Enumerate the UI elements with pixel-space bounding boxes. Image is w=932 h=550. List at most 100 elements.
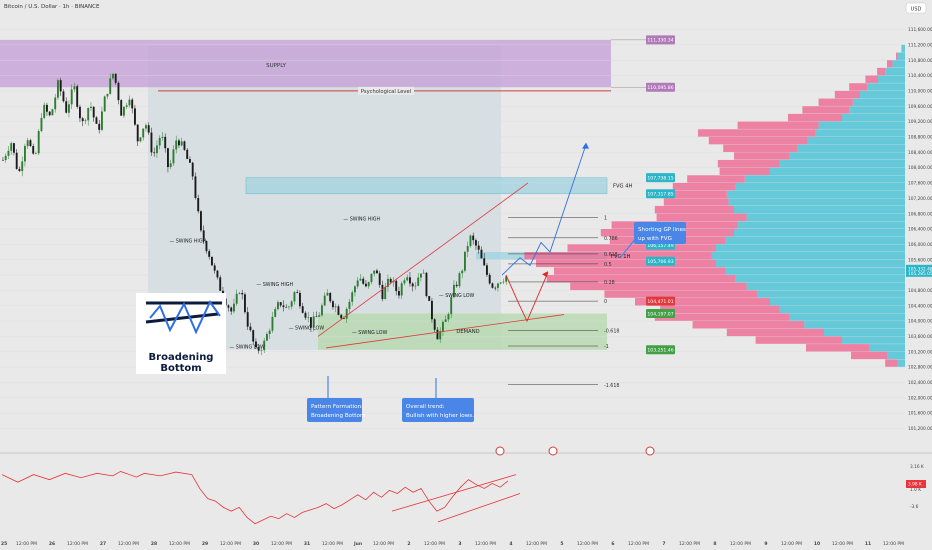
price-tick-label: 107,600.00 [908,181,932,187]
candle-body [362,278,365,284]
callout-pattern: Pattern Formation: Broadening Bottom [307,376,365,422]
candle-body [486,265,488,275]
candle-body [318,315,321,317]
candle-body [205,241,208,252]
candle-body [337,306,340,315]
price-tag [646,296,675,306]
us-flag-icon[interactable] [548,446,558,456]
price-tag [646,173,675,183]
candle-body [15,152,18,169]
candle-body [351,292,354,302]
price-tick-label: 109,200.00 [908,119,932,125]
candle-body [499,282,502,284]
swing-label: — SWING HIGH [343,217,380,223]
candle-body [68,104,70,113]
candle-body [378,273,381,285]
candle-body [505,276,508,282]
candle-body [494,287,497,289]
candle-body [70,89,73,105]
fvg-4h-zone [245,177,608,195]
candle-body [469,235,472,247]
candle-body [65,101,68,113]
us-flag-icon[interactable] [645,446,655,456]
candle-body [4,155,7,161]
supply-zone [0,39,611,88]
volume-profile-bar [770,167,905,175]
support-trendline [325,314,565,349]
rsi-current-text: 3.98 K [908,482,922,488]
us-flag-icon[interactable] [495,446,505,456]
price-tick-label: 101,200.00 [908,426,932,432]
candle-body [216,270,219,278]
candle-body [164,136,167,149]
price-tick-label: 108,800.00 [908,135,932,141]
volume-profile-bar [834,90,860,99]
volume-profile-bar [692,321,805,329]
candle-body [123,106,125,116]
candle-body [417,277,420,286]
candle-body [202,230,205,242]
price-axis[interactable]: 111,600.00 111,200.00 110,800.00 110,400.00… [906,27,932,432]
volume-profile-bar [877,67,886,76]
candle-body [172,149,175,164]
currency-button[interactable]: USD [905,2,927,14]
volume-profile-bar [735,182,905,191]
candle-body [266,333,268,341]
volume-profile-bar [851,351,887,360]
candle-body [21,161,24,172]
price-tick-label: 106,000.00 [908,242,932,248]
candle-body [175,140,178,150]
candle-body [345,308,348,319]
candle-body [480,249,483,259]
candle-body [230,307,233,312]
candle-body [40,117,43,132]
time-axis[interactable]: 25 12:00 PM 26 12:00 PM 27 12:00 PM 28 12:00 PM… [1,541,904,547]
current-price-text: 105,332.48 [908,266,932,272]
price-tag-text: 107,738.15 [647,175,673,181]
candle-body [466,246,469,252]
price-tick-label: 108,000.00 [908,165,932,171]
symbol-title[interactable]: Bitcoin / U.S. Dollar · 1h · BINANCE [4,4,100,10]
volume-profile-bar [887,351,905,360]
demand-label: DEMAND [456,329,479,335]
time-tick-label: Jun [353,541,362,547]
volume-profile-bar [860,90,905,99]
candle-body [35,153,37,154]
price-tick-label: 111,200.00 [908,42,932,48]
candle-body [455,284,458,287]
time-tick-label: 12:00 PM [16,541,37,547]
volume-profile-bar [896,52,898,60]
volume-profile-bar [842,336,905,344]
candle-body [32,146,35,154]
candle-body [307,317,310,318]
volume-profile-bar [806,344,869,352]
candle-body [332,301,334,308]
candle-body [57,80,59,98]
candle-body [310,317,312,328]
price-tick-label: 102,000.00 [908,395,932,401]
candle-body [301,306,304,313]
candle-body [312,316,315,328]
resistance-trendline [317,182,529,337]
volume-profile-bar [788,113,842,122]
volume-profile-bar [789,152,905,160]
volume-profile-bar [536,259,716,268]
candle-body [43,104,46,118]
candle-body [48,111,51,116]
volume-profile-bar [687,175,745,183]
current-price-tag [906,264,932,277]
candle-body [483,258,486,266]
candle-body [389,278,392,283]
pattern-card-title-2: Bottom [160,363,201,374]
candle-body [7,150,10,156]
volume-profile-bar [789,313,905,321]
callout-box [402,398,474,422]
volume-profile-bar [663,198,729,206]
candle-body [87,107,90,121]
volume-profile-bar [728,198,905,206]
time-tick-label: 2 [407,541,410,547]
volume-profile-bar [887,60,893,68]
candle-body [117,82,120,101]
candle-body [395,280,398,292]
